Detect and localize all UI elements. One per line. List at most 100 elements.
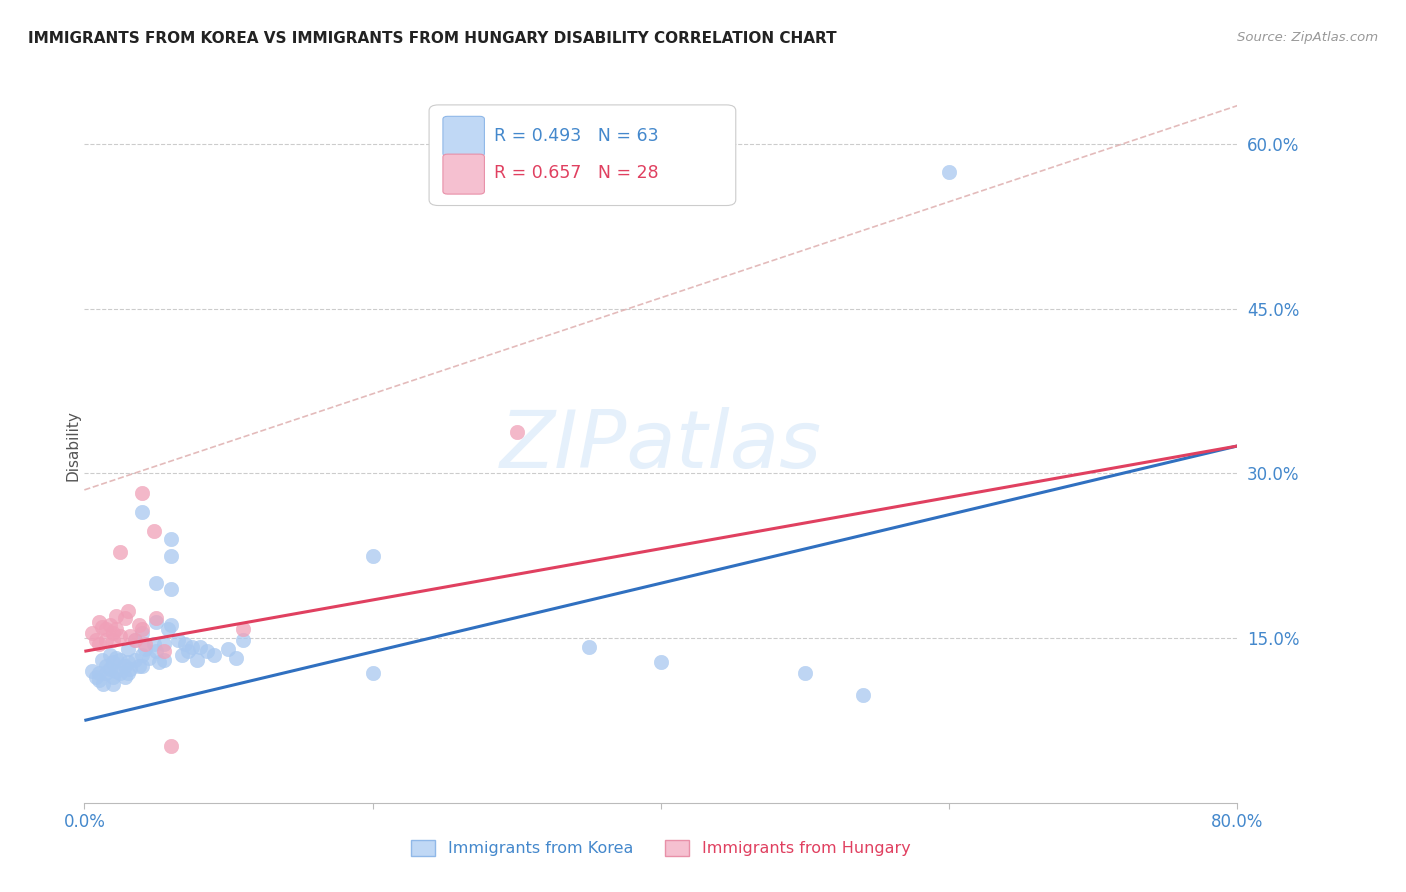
Text: Source: ZipAtlas.com: Source: ZipAtlas.com [1237,31,1378,45]
Point [174,637,197,651]
Point [145,644,167,658]
Point [156,623,179,637]
Point [134,637,156,651]
Point [152,637,174,651]
Point [131,486,153,500]
Point [80,625,103,640]
Point [128,658,150,673]
Point [160,582,183,596]
Point [87,666,110,681]
Point [98,618,121,632]
Point [177,644,200,658]
Point [181,640,204,654]
Point [91,677,114,691]
Point [145,615,167,629]
Point [90,653,112,667]
Point [94,633,117,648]
Point [167,633,190,648]
Point [160,618,183,632]
Point [131,658,153,673]
Point [160,739,183,753]
Point [160,549,183,563]
Point [152,653,174,667]
Point [506,425,529,439]
Point [87,673,110,687]
Point [131,625,153,640]
FancyBboxPatch shape [429,105,735,205]
Point [650,655,672,669]
Point [218,642,240,657]
Point [124,633,146,648]
Text: IMMIGRANTS FROM KOREA VS IMMIGRANTS FROM HUNGARY DISABILITY CORRELATION CHART: IMMIGRANTS FROM KOREA VS IMMIGRANTS FROM… [28,31,837,46]
Point [131,623,153,637]
Point [202,648,225,662]
Point [105,664,128,678]
Point [117,655,139,669]
Text: ZIPatlas: ZIPatlas [499,407,823,485]
Point [172,648,194,662]
Point [114,669,136,683]
Point [186,653,208,667]
Point [938,164,960,178]
Point [94,666,117,681]
Point [160,533,183,547]
Point [110,545,132,559]
Point [84,669,107,683]
Point [87,637,110,651]
Point [84,633,107,648]
Y-axis label: Disability: Disability [66,410,80,482]
Point [152,644,174,658]
Point [195,644,218,658]
Point [105,609,128,624]
Point [103,633,124,648]
Point [98,648,121,662]
Point [142,524,165,538]
Point [120,629,142,643]
Point [232,633,254,648]
Point [852,688,875,702]
Point [94,623,117,637]
Point [578,640,600,654]
Point [128,618,150,632]
Point [232,623,254,637]
Point [134,642,156,657]
Point [117,666,139,681]
Point [110,653,132,667]
Point [145,611,167,625]
Point [105,651,128,665]
Point [110,629,132,643]
Point [131,648,153,662]
FancyBboxPatch shape [443,116,485,156]
Point [114,658,136,673]
Point [131,505,153,519]
Point [361,666,384,681]
Point [117,642,139,657]
Text: R = 0.493   N = 63: R = 0.493 N = 63 [494,127,658,145]
Point [80,664,103,678]
Point [225,651,247,665]
Point [117,604,139,618]
Point [142,637,165,651]
Point [138,651,160,665]
Point [114,611,136,625]
Point [98,662,121,676]
Point [794,666,817,681]
Point [103,625,124,640]
Point [105,623,128,637]
Point [110,666,132,681]
Point [188,640,211,654]
Point [148,655,170,669]
Point [120,662,142,676]
Text: R = 0.657   N = 28: R = 0.657 N = 28 [494,164,658,182]
Legend: Immigrants from Korea, Immigrants from Hungary: Immigrants from Korea, Immigrants from H… [405,833,917,863]
Point [145,576,167,591]
FancyBboxPatch shape [443,154,485,194]
Point [94,658,117,673]
Point [124,633,146,648]
Point [361,549,384,563]
Point [103,677,124,691]
Point [87,615,110,629]
Point [90,620,112,634]
Point [103,655,124,669]
Point [103,669,124,683]
